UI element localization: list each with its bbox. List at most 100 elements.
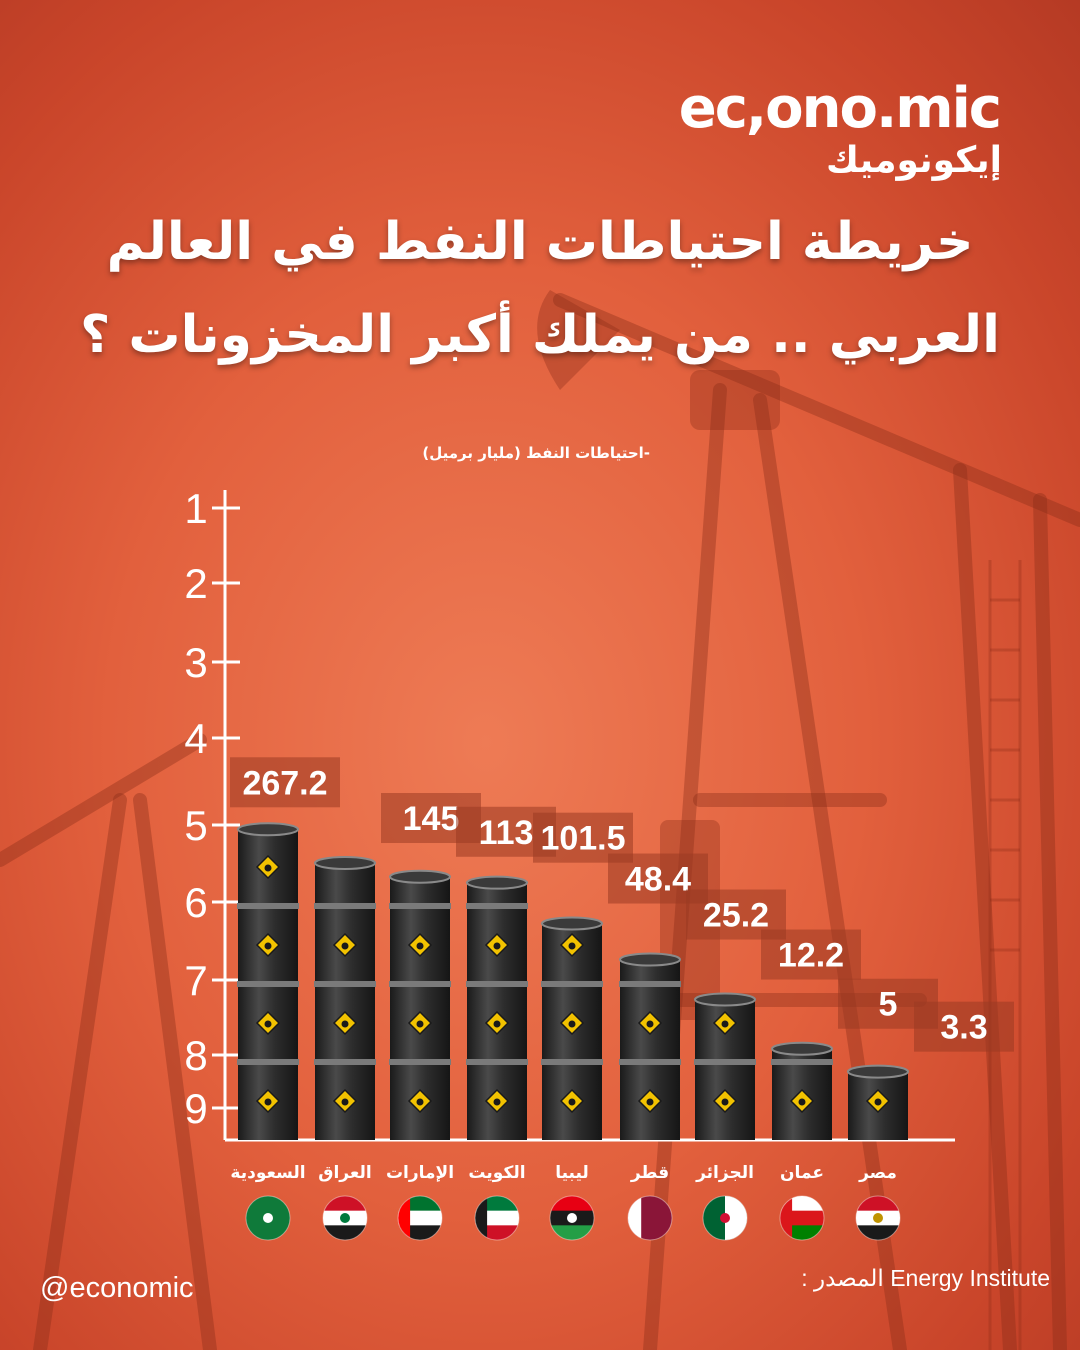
barrel-rim [771, 1059, 833, 1065]
unit-label: -احتياطات النفط (مليار برميل) [422, 444, 650, 462]
barrel-top [619, 952, 681, 967]
source-name: Energy Institute [890, 1265, 1050, 1291]
bar-7 [694, 992, 756, 1140]
barrel-rim [619, 1059, 681, 1065]
oil-drop-dot [721, 1020, 729, 1028]
brand-logo-arabic: إيكونوميك [826, 140, 1002, 181]
barrel-rim [314, 981, 376, 987]
barrel-top [237, 822, 299, 837]
oman-flag [779, 1195, 825, 1241]
value-label-box [761, 929, 861, 980]
bar-9 [847, 1064, 909, 1140]
oil-drop-dot [798, 1098, 806, 1106]
bar-8 [771, 1041, 833, 1140]
bar-4 [466, 875, 528, 1140]
barrel-rim [237, 903, 299, 909]
egypt-flag [855, 1195, 901, 1241]
oil-drop-dot [568, 1020, 576, 1028]
oil-drop-dot [264, 1020, 272, 1028]
barrel-rim [466, 1059, 528, 1065]
oil-drop-dot [493, 1098, 501, 1106]
y-tick-label: 5 [184, 802, 207, 849]
value-label-box [230, 757, 340, 808]
barrel-rim [466, 981, 528, 987]
oil-drop-dot [874, 1098, 882, 1106]
source-credit: المصدر : Energy Institute [801, 1265, 1050, 1292]
barrel-rim [389, 981, 451, 987]
value-label: 101.5 [540, 820, 625, 858]
algeria-flag [702, 1195, 748, 1241]
bar-3 [389, 869, 451, 1140]
bar-5 [541, 916, 603, 1140]
value-label: 5 [879, 986, 898, 1024]
barrel-top [466, 875, 528, 890]
oil-drop-dot [341, 1020, 349, 1028]
value-label: 3.3 [940, 1009, 987, 1047]
category-label: مصر [858, 1163, 897, 1183]
barrel-top [847, 1064, 909, 1079]
libya-flag [549, 1195, 595, 1241]
value-label: 113 [479, 814, 534, 852]
oil-drop-dot [568, 1098, 576, 1106]
oil-drop-dot [416, 1020, 424, 1028]
category-label: السعودية [230, 1163, 305, 1183]
source-label: المصدر : [801, 1265, 884, 1291]
barrel-rim [389, 1059, 451, 1065]
social-handle: @economic [40, 1272, 194, 1304]
barrel-rim [541, 981, 603, 987]
qatar-flag [627, 1195, 673, 1241]
chart-title-line-2: العربي .. من يملك أكبر المخزونات ؟ [80, 305, 1000, 365]
y-tick-label: 3 [184, 639, 207, 686]
oil-drop-dot [264, 942, 272, 950]
category-label: الجزائر [695, 1163, 754, 1183]
y-tick-label: 2 [184, 560, 207, 607]
category-label: قطر [630, 1163, 669, 1183]
value-label: 267.2 [242, 764, 327, 802]
category-label: العراق [318, 1163, 371, 1183]
barrel-rim [314, 903, 376, 909]
oil-drop-dot [416, 942, 424, 950]
category-label: عمان [780, 1163, 824, 1183]
barrel-top [771, 1041, 833, 1056]
y-tick-label: 7 [184, 957, 207, 1004]
y-tick-label: 4 [184, 715, 207, 762]
oil-drop-dot [646, 1098, 654, 1106]
category-label: الكويت [468, 1163, 525, 1183]
barrel-rim [619, 981, 681, 987]
oil-drop-dot [341, 1098, 349, 1106]
bar-6 [619, 952, 681, 1140]
y-tick-label: 1 [184, 485, 207, 532]
oil-drop-dot [264, 864, 272, 872]
oil-drop-dot [568, 942, 576, 950]
barrel-top [389, 869, 451, 884]
y-tick-label: 6 [184, 879, 207, 926]
barrel-rim [389, 903, 451, 909]
brand-logo-latin: ec,ono.mic [678, 76, 1002, 141]
oil-drop-dot [493, 1020, 501, 1028]
oil-drop-dot [416, 1098, 424, 1106]
bar-1 [237, 822, 299, 1140]
kuwait-flag [474, 1195, 520, 1241]
value-label-box [914, 1001, 1014, 1052]
value-label: 48.4 [625, 861, 691, 899]
barrel-rim [237, 981, 299, 987]
barrel-rim [314, 1059, 376, 1065]
oil-drop-dot [646, 1020, 654, 1028]
barrel-rim [694, 1059, 756, 1065]
value-label: 12.2 [778, 937, 844, 975]
value-label: 25.2 [703, 897, 769, 935]
oil-drop-dot [721, 1098, 729, 1106]
saudi-arabia-flag [245, 1195, 291, 1241]
uae-flag [397, 1195, 443, 1241]
barrel-top [314, 856, 376, 871]
oil-drop-dot [264, 1098, 272, 1106]
barrel-rim [237, 1059, 299, 1065]
oil-drop-dot [493, 942, 501, 950]
category-label: الإمارات [386, 1163, 454, 1183]
y-tick-label: 9 [184, 1085, 207, 1132]
chart-title-line-1: خريطة احتياطات النفط في العالم [106, 212, 974, 272]
iraq-flag [322, 1195, 368, 1241]
barrel-top [541, 916, 603, 931]
oil-drop-dot [341, 942, 349, 950]
